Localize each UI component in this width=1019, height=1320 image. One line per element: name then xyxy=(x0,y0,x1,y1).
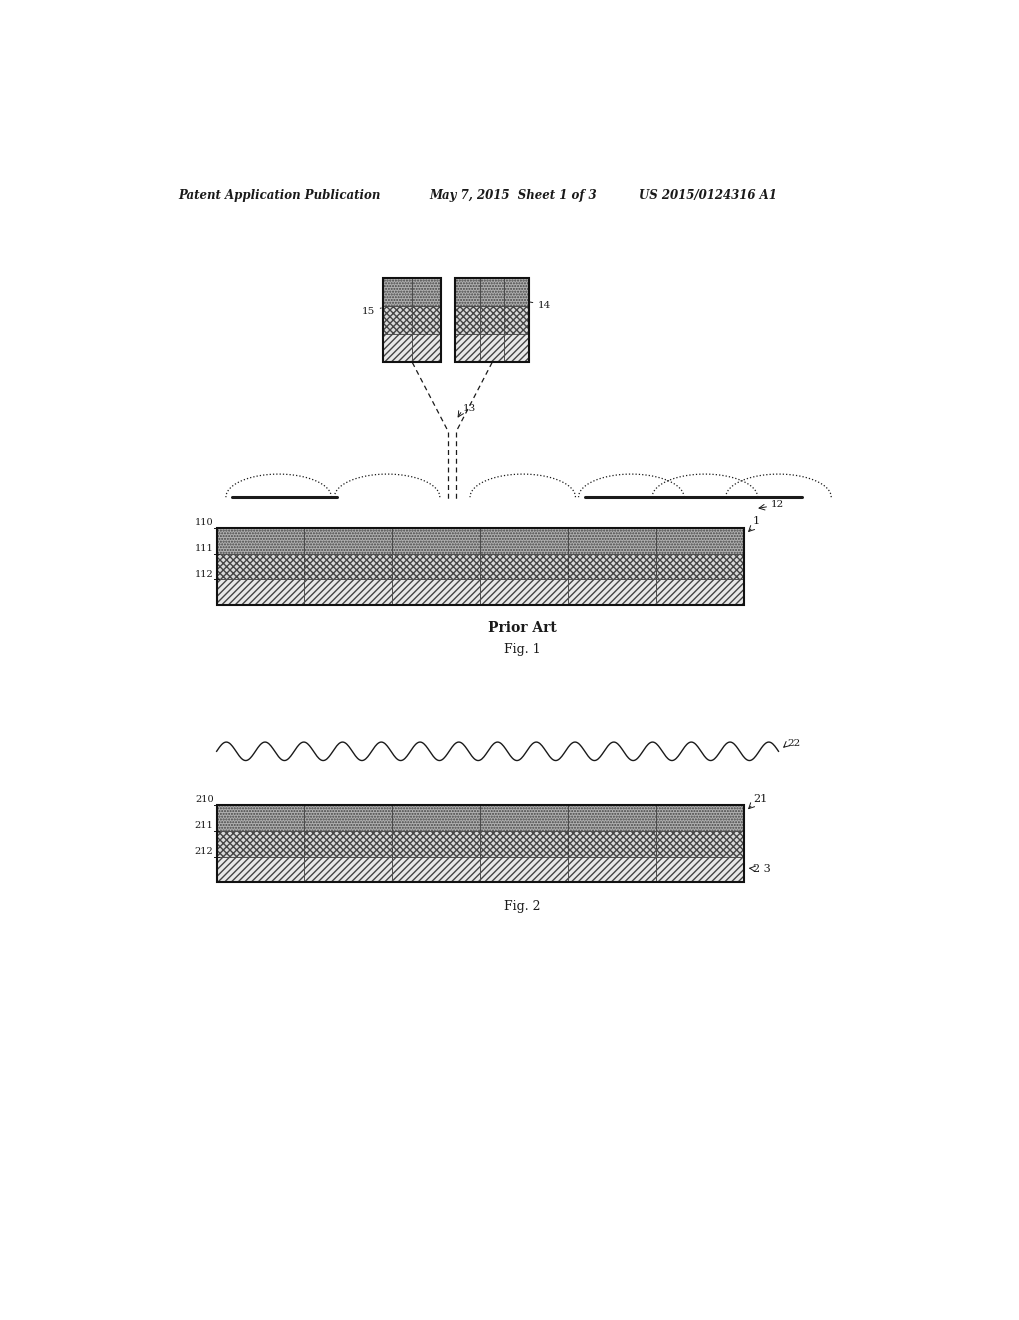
Bar xyxy=(383,277,412,306)
Bar xyxy=(568,857,655,882)
Bar xyxy=(655,579,743,605)
Bar xyxy=(479,306,504,334)
Bar xyxy=(383,334,412,363)
Text: 22: 22 xyxy=(787,739,800,748)
Bar xyxy=(655,805,743,830)
Text: 111: 111 xyxy=(195,544,213,553)
Bar xyxy=(392,553,480,579)
Bar xyxy=(568,830,655,857)
Bar xyxy=(655,528,743,553)
Text: 1: 1 xyxy=(752,516,759,527)
Bar xyxy=(479,334,504,363)
Bar xyxy=(304,553,392,579)
Bar xyxy=(392,805,480,830)
Text: 14: 14 xyxy=(530,301,551,310)
Bar xyxy=(504,306,529,334)
Bar xyxy=(479,277,504,306)
Bar xyxy=(216,579,304,605)
Text: 110: 110 xyxy=(195,519,213,527)
Bar xyxy=(568,553,655,579)
Bar xyxy=(454,277,529,363)
Bar xyxy=(412,277,441,306)
Bar xyxy=(480,805,568,830)
Bar xyxy=(480,579,568,605)
Bar xyxy=(454,277,479,306)
Bar xyxy=(480,553,568,579)
Bar xyxy=(454,334,479,363)
Bar xyxy=(216,857,304,882)
Text: 12: 12 xyxy=(770,500,784,510)
Bar xyxy=(216,528,743,605)
Text: Patent Application Publication: Patent Application Publication xyxy=(177,189,380,202)
Bar xyxy=(412,334,441,363)
Text: 21: 21 xyxy=(752,793,766,804)
Bar xyxy=(480,528,568,553)
Bar xyxy=(216,805,304,830)
Bar xyxy=(216,553,304,579)
Bar xyxy=(392,528,480,553)
Bar xyxy=(304,830,392,857)
Bar xyxy=(304,579,392,605)
Bar xyxy=(392,830,480,857)
Text: US 2015/0124316 A1: US 2015/0124316 A1 xyxy=(638,189,776,202)
Text: Fig. 1: Fig. 1 xyxy=(504,643,540,656)
Text: May 7, 2015  Sheet 1 of 3: May 7, 2015 Sheet 1 of 3 xyxy=(429,189,597,202)
Bar xyxy=(304,528,392,553)
Bar xyxy=(568,805,655,830)
Bar xyxy=(216,805,743,882)
Bar xyxy=(216,528,304,553)
Bar xyxy=(504,277,529,306)
Text: 212: 212 xyxy=(195,847,213,855)
Bar xyxy=(568,579,655,605)
Text: 13: 13 xyxy=(462,404,475,413)
Bar xyxy=(216,830,304,857)
Bar xyxy=(412,306,441,334)
Text: 210: 210 xyxy=(195,796,213,804)
Bar xyxy=(383,306,412,334)
Bar xyxy=(504,334,529,363)
Bar xyxy=(480,830,568,857)
Bar xyxy=(304,805,392,830)
Bar xyxy=(655,830,743,857)
Text: Fig. 2: Fig. 2 xyxy=(504,900,540,913)
Bar xyxy=(480,857,568,882)
Bar xyxy=(392,857,480,882)
Bar xyxy=(655,553,743,579)
Text: 15: 15 xyxy=(361,306,381,315)
Bar xyxy=(655,857,743,882)
Text: Prior Art: Prior Art xyxy=(488,622,556,635)
Bar xyxy=(304,857,392,882)
Bar xyxy=(454,306,479,334)
Text: 211: 211 xyxy=(195,821,213,830)
Bar xyxy=(568,528,655,553)
Bar xyxy=(392,579,480,605)
Text: 112: 112 xyxy=(195,570,213,578)
Text: 2 3: 2 3 xyxy=(752,865,770,874)
Bar xyxy=(383,277,441,363)
